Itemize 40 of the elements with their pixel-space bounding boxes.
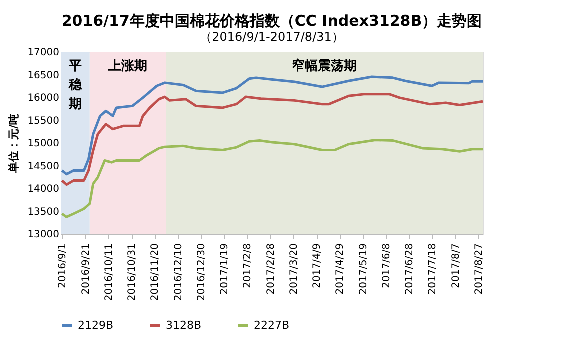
line-series: [60, 139, 484, 218]
x-tick-label: 2017/2/28: [266, 244, 277, 295]
chart-subtitle: （2016/9/1-2017/8/31）: [200, 30, 344, 44]
y-tick-label: 13500: [28, 206, 60, 218]
x-tick-label: 2017/4/9: [312, 244, 324, 288]
x-tick-label: 2017/5/19: [358, 244, 370, 295]
x-tick-label: 2017/3/20: [288, 244, 300, 295]
legend-label: 2129B: [78, 318, 114, 332]
y-axis-title: 单位：元/吨: [8, 114, 21, 174]
x-tick-label: 2017/4/29: [335, 244, 346, 295]
x-tick-label: 2016/12/10: [173, 244, 184, 302]
y-tick-label: 15000: [28, 138, 60, 150]
x-tick-label: 2017/8/7: [450, 244, 462, 288]
y-tick-label: 15500: [28, 116, 60, 127]
x-tick-label: 2017/6/8: [381, 244, 392, 288]
band-label: 平稳期: [68, 59, 83, 112]
band-label: 上涨期: [108, 59, 148, 74]
x-tick-label: 2017/7/18: [428, 244, 439, 295]
line-series: [60, 76, 484, 176]
x-tick-label: 2017/8/27: [474, 244, 485, 295]
x-tick-label: 2016/10/11: [104, 244, 115, 302]
x-tick-label: 2016/12/30: [196, 244, 208, 302]
legend-label: 3128B: [166, 318, 202, 332]
x-tick-label: 2017/6/28: [404, 244, 416, 295]
y-tick-label: 14000: [28, 184, 60, 195]
x-tick-label: 2016/9/21: [80, 244, 92, 295]
y-tick-label: 17000: [28, 48, 60, 58]
y-tick-label: 16000: [28, 93, 60, 104]
x-tick-label: 2017/1/19: [220, 244, 231, 295]
x-tick-label: 2016/10/31: [127, 244, 138, 302]
x-tick-label: 2016/9/1: [58, 244, 69, 288]
y-tick-label: 16500: [28, 70, 60, 82]
line-series: [60, 93, 484, 186]
legend-label: 2227B: [254, 318, 290, 332]
band-label: 窄幅震荡期: [292, 58, 358, 74]
x-tick-label: 2016/11/20: [150, 244, 162, 302]
x-tick-label: 2017/2/8: [242, 244, 254, 288]
y-tick-label: 13000: [28, 230, 60, 240]
chart-title: 2016/17年度中国棉花价格指数（CC Index3128B）走势图: [62, 12, 482, 30]
y-tick-label: 14500: [28, 161, 60, 172]
